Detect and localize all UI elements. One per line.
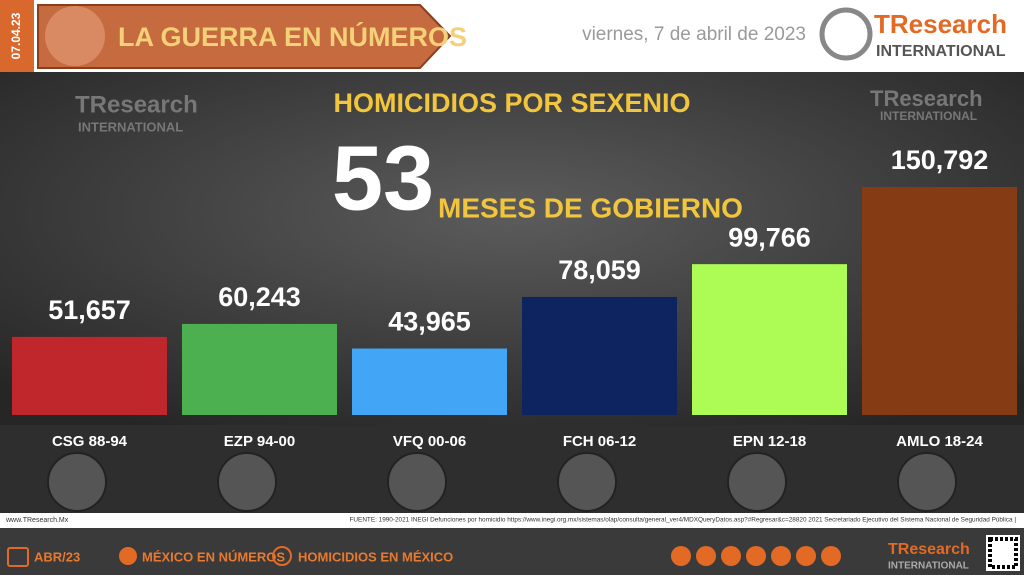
value-label: 51,657 xyxy=(48,295,131,325)
category-label: CSG 88-94 xyxy=(52,433,128,450)
date-tag: 07.04.23 xyxy=(9,12,23,59)
title-banner xyxy=(37,4,452,69)
bar xyxy=(12,336,167,415)
portrait xyxy=(387,452,447,512)
watermark-logo-sub: INTERNATIONAL xyxy=(880,109,977,123)
category-label: VFQ 00-06 xyxy=(393,433,466,450)
portrait xyxy=(727,452,787,512)
category-band xyxy=(0,425,1024,513)
portrait xyxy=(897,452,957,512)
bar xyxy=(522,296,677,415)
value-label: 99,766 xyxy=(728,222,811,252)
header-date: viernes, 7 de abril de 2023 xyxy=(582,24,806,45)
portrait xyxy=(47,452,107,512)
bar xyxy=(692,264,847,415)
qr-pattern xyxy=(988,537,1018,569)
portrait xyxy=(557,452,617,512)
logo: TResearch xyxy=(874,9,1007,39)
icon-map xyxy=(119,547,137,565)
footer-item: HOMICIDIOS EN MÉXICO xyxy=(298,549,453,564)
category-label: EPN 12-18 xyxy=(733,433,806,450)
category-label: AMLO 18-24 xyxy=(896,433,983,450)
annotation-text: MESES DE GOBIERNO xyxy=(438,192,743,223)
value-label: 43,965 xyxy=(388,307,471,337)
footer-source: FUENTE: 1990-2021 INEGI Defunciones por … xyxy=(350,517,1017,524)
value-label: 78,059 xyxy=(558,255,641,285)
watermark-logo: TResearch xyxy=(75,91,198,118)
value-label: 60,243 xyxy=(218,282,301,312)
logo-sub: INTERNATIONAL xyxy=(876,43,1006,60)
bar xyxy=(352,348,507,415)
footer-logo-sub: INTERNATIONAL xyxy=(888,561,969,572)
portrait xyxy=(217,452,277,512)
chart-area xyxy=(0,72,1024,425)
icon-calendar xyxy=(7,547,29,567)
footer-site: www.TResearch.Mx xyxy=(5,517,69,524)
watermark-logo: TResearch xyxy=(870,86,983,111)
banner-emblem xyxy=(45,6,105,66)
bar xyxy=(862,187,1017,415)
bar xyxy=(182,323,337,415)
header-title: LA GUERRA EN NÚMEROS xyxy=(118,21,467,52)
footer-item: ABR/23 xyxy=(34,549,80,564)
footer-logo: TResearch xyxy=(888,541,970,558)
footer-bar xyxy=(0,528,1024,575)
chart-title: HOMICIDIOS POR SEXENIO xyxy=(333,88,690,118)
watermark-logo-sub: INTERNATIONAL xyxy=(78,119,183,134)
social-icons xyxy=(671,546,841,566)
value-label: 150,792 xyxy=(891,145,989,175)
date-strip xyxy=(0,0,34,72)
logo-mark xyxy=(819,7,873,61)
annotation-number: 53 xyxy=(332,127,434,229)
footer-item: MÉXICO EN NÚMEROS xyxy=(142,549,285,564)
category-label: FCH 06-12 xyxy=(563,433,636,450)
category-label: EZP 94-00 xyxy=(224,433,295,450)
icon-chat xyxy=(272,546,292,566)
